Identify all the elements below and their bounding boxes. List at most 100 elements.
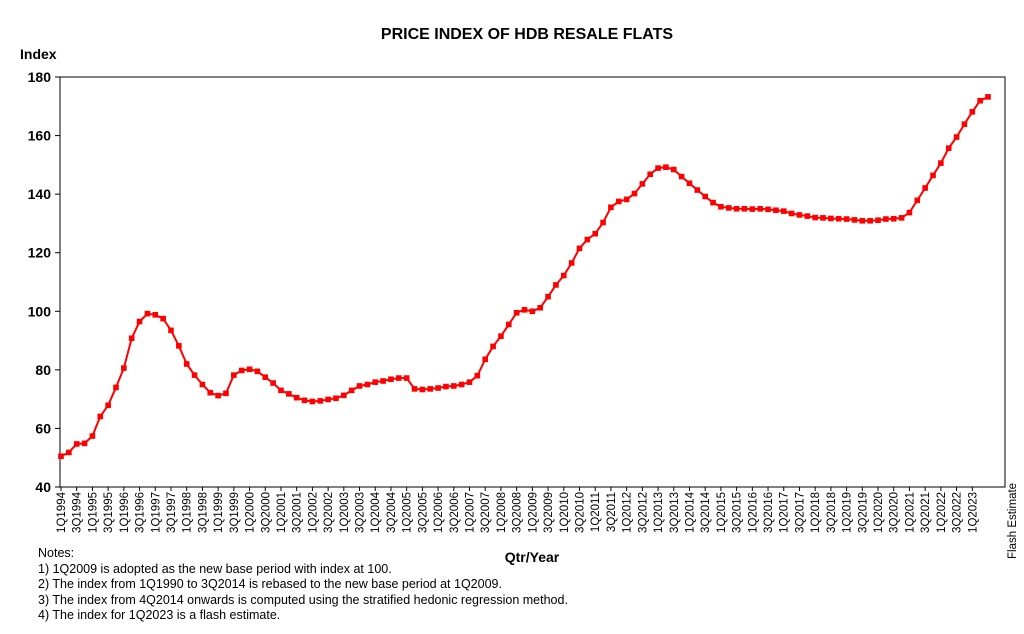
x-tick-label: 1Q2020 xyxy=(873,492,885,533)
data-point xyxy=(710,199,716,206)
data-point xyxy=(859,217,866,224)
data-point xyxy=(741,205,748,212)
x-tick-label: 1Q2014 xyxy=(684,491,696,533)
x-tick-label: 3Q2017 xyxy=(794,492,806,533)
flash-estimate-label: Flash Estimate xyxy=(1007,483,1019,559)
data-point xyxy=(537,304,544,311)
data-point xyxy=(733,205,740,212)
y-tick-label: 60 xyxy=(35,420,51,436)
data-point xyxy=(883,216,889,222)
data-point xyxy=(317,398,324,404)
data-point xyxy=(568,260,575,266)
y-tick-label: 120 xyxy=(28,245,52,261)
data-point xyxy=(223,390,229,397)
y-tick-label: 100 xyxy=(28,303,52,319)
x-tick-label: 1Q2022 xyxy=(936,492,948,533)
data-point xyxy=(160,315,166,322)
data-point xyxy=(286,391,292,397)
x-tick-label: 3Q2013 xyxy=(669,492,681,533)
data-point xyxy=(66,449,72,456)
data-point xyxy=(615,198,622,205)
data-point xyxy=(466,379,473,385)
data-point xyxy=(553,282,559,288)
x-tick-label: 3Q2003 xyxy=(355,492,367,533)
x-tick-label: 1Q1999 xyxy=(213,492,225,533)
data-point xyxy=(128,335,135,342)
y-tick-label: 40 xyxy=(35,479,51,495)
data-point xyxy=(105,402,111,409)
data-point xyxy=(757,205,763,212)
data-point xyxy=(718,203,724,210)
data-point xyxy=(828,215,834,222)
data-point xyxy=(176,343,182,349)
data-point xyxy=(435,385,441,391)
series-line xyxy=(60,96,989,458)
x-tick-label: 1Q2005 xyxy=(402,492,414,533)
data-point xyxy=(341,392,347,399)
data-point xyxy=(788,210,795,217)
data-point xyxy=(121,365,127,371)
data-point xyxy=(592,230,598,237)
x-tick-label: 3Q1997 xyxy=(166,492,178,533)
data-point xyxy=(773,207,779,214)
data-point xyxy=(152,312,159,318)
data-point xyxy=(686,180,693,187)
data-point xyxy=(631,190,638,197)
x-tick-label: 1Q2003 xyxy=(339,492,351,533)
x-tick-label: 3Q2001 xyxy=(292,492,304,533)
data-point xyxy=(953,134,960,140)
x-tick-label: 3Q2012 xyxy=(637,492,649,533)
x-tick-label: 3Q2000 xyxy=(260,492,272,533)
data-point xyxy=(647,171,653,178)
x-tick-label: 3Q2022 xyxy=(952,492,964,533)
data-point xyxy=(388,376,394,383)
data-point xyxy=(702,193,708,200)
x-axis-label: Qtr/Year xyxy=(505,549,560,565)
data-point xyxy=(262,374,269,380)
x-tick-label: 1Q2023 xyxy=(967,492,979,533)
note-line: 2) The index from 1Q1990 to 3Q2014 is re… xyxy=(38,577,502,591)
data-point xyxy=(835,215,842,222)
data-point xyxy=(725,205,732,211)
data-point xyxy=(301,397,308,404)
x-tick-label: 1Q1995 xyxy=(87,492,99,533)
x-tick-label: 3Q2009 xyxy=(543,492,555,533)
data-point xyxy=(183,361,190,367)
data-point xyxy=(608,204,614,211)
data-point xyxy=(372,379,379,385)
x-tick-label: 1Q2021 xyxy=(904,492,916,533)
data-point xyxy=(600,219,606,226)
data-point xyxy=(678,173,685,180)
data-point xyxy=(191,372,198,378)
y-tick-label: 140 xyxy=(28,186,52,202)
data-point xyxy=(820,215,826,221)
note-line: 4) The index for 1Q2023 is a flash estim… xyxy=(38,608,281,622)
data-point xyxy=(560,272,567,279)
data-point xyxy=(270,380,276,386)
data-point xyxy=(81,440,88,447)
y-axis-label: Index xyxy=(20,46,57,62)
x-tick-label: 3Q2020 xyxy=(889,492,901,533)
note-line: 1) 1Q2009 is adopted as the new base per… xyxy=(38,561,392,576)
x-tick-label: 1Q2016 xyxy=(747,492,759,533)
data-point xyxy=(490,343,496,350)
data-point xyxy=(890,215,897,222)
x-tick-label: 1Q2009 xyxy=(527,492,539,533)
x-tick-label: 1Q2006 xyxy=(433,492,445,533)
y-axis: 40 60 80 100 120 140 160 180 xyxy=(28,69,60,495)
x-tick-label: 3Q2004 xyxy=(386,491,398,533)
data-point xyxy=(364,381,371,388)
x-tick-label: 1Q2008 xyxy=(496,492,508,533)
data-point xyxy=(309,398,316,405)
data-point xyxy=(584,236,591,243)
data-point xyxy=(938,160,944,166)
data-point xyxy=(867,217,873,224)
data-point xyxy=(246,366,253,373)
x-tick-label: 1Q2019 xyxy=(842,492,854,533)
data-point xyxy=(380,378,386,384)
data-point xyxy=(930,172,936,179)
data-point xyxy=(961,121,968,127)
data-point xyxy=(812,214,818,221)
x-tick-label: 1Q2007 xyxy=(465,492,477,533)
data-point xyxy=(113,384,119,391)
